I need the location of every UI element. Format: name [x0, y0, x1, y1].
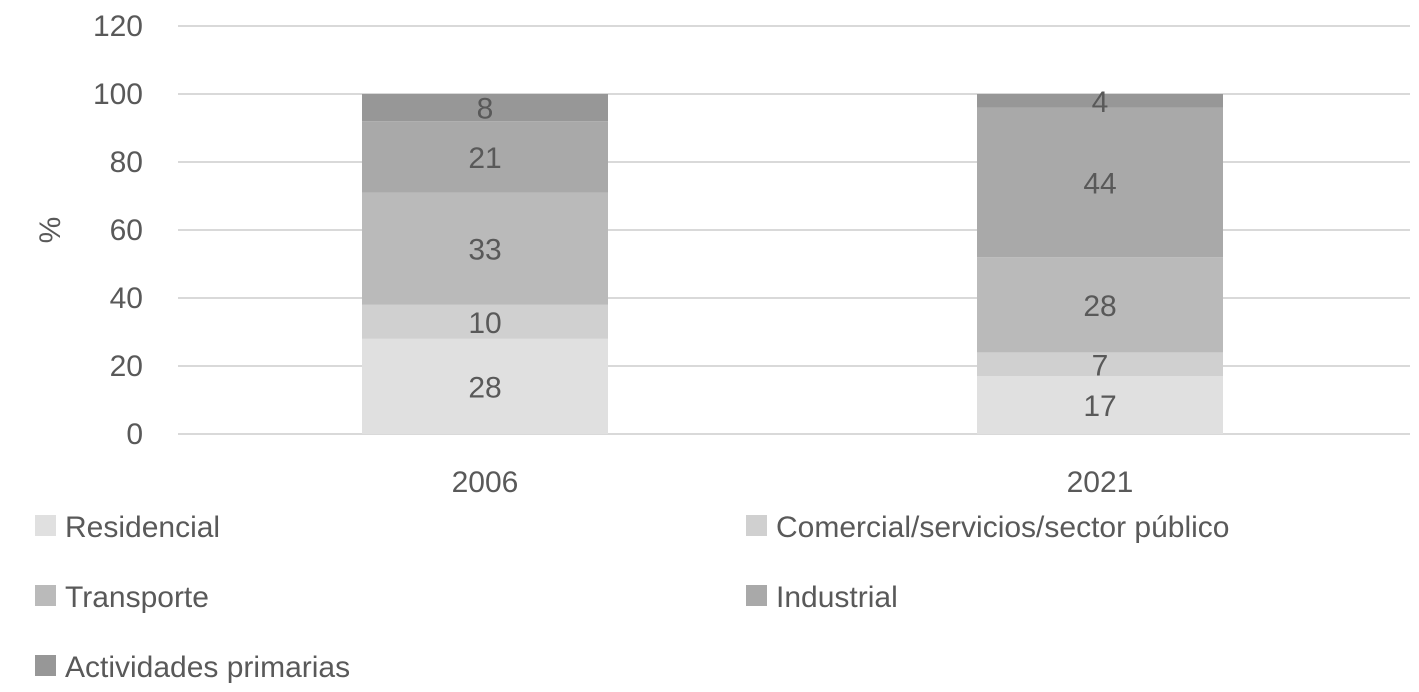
legend-item: Residencial	[35, 511, 220, 544]
legend-item: Industrial	[746, 581, 898, 614]
data-label: 33	[468, 234, 501, 267]
data-label: 8	[477, 93, 494, 126]
data-label: 7	[1092, 349, 1109, 382]
x-category-label: 2021	[1067, 466, 1134, 499]
y-tick-label: 60	[110, 214, 143, 247]
legend-label: Transporte	[65, 581, 209, 614]
bar-segment	[977, 107, 1223, 258]
legend-label: Comercial/servicios/sector público	[776, 511, 1230, 544]
bar-segment	[362, 304, 608, 339]
legend-swatch	[35, 515, 56, 536]
legend-item: Transporte	[35, 581, 209, 614]
y-tick-label: 120	[93, 10, 143, 43]
y-tick-label: 100	[93, 78, 143, 111]
data-label: 44	[1083, 167, 1116, 200]
data-label: 10	[468, 307, 501, 340]
x-category-label: 2006	[452, 466, 519, 499]
legend-swatch	[35, 655, 56, 676]
legend-label: Residencial	[65, 511, 220, 544]
x-axis-category-labels: 2006 2021	[452, 466, 1134, 499]
y-tick-label: 0	[126, 418, 143, 451]
bar-segment	[977, 257, 1223, 353]
legend-label: Actividades primarias	[65, 651, 350, 684]
data-label: 17	[1083, 390, 1116, 423]
legend-swatch	[35, 585, 56, 606]
legend-label: Industrial	[776, 581, 898, 614]
data-label: 4	[1092, 86, 1109, 119]
bar-segment	[362, 121, 608, 193]
data-label: 28	[468, 371, 501, 404]
legend-item: Comercial/servicios/sector público	[746, 511, 1230, 544]
legend-swatch	[746, 515, 767, 536]
bar-segment	[362, 192, 608, 305]
y-axis-tick-labels: 0 20 40 60 80 100 120	[93, 10, 143, 451]
y-tick-label: 40	[110, 282, 143, 315]
bars	[362, 94, 1223, 434]
bar-segment	[362, 338, 608, 434]
data-label: 28	[1083, 290, 1116, 323]
legend: Residencial Comercial/servicios/sector pú…	[35, 511, 1230, 684]
data-label: 21	[468, 142, 501, 175]
bar-segment	[977, 352, 1223, 377]
bar-segment	[977, 376, 1223, 434]
bar-segment	[977, 94, 1223, 108]
y-tick-label: 80	[110, 146, 143, 179]
legend-item: Actividades primarias	[35, 651, 350, 684]
y-tick-label: 20	[110, 350, 143, 383]
legend-swatch	[746, 585, 767, 606]
y-axis-title: %	[34, 217, 67, 244]
bar-segment	[362, 94, 608, 122]
